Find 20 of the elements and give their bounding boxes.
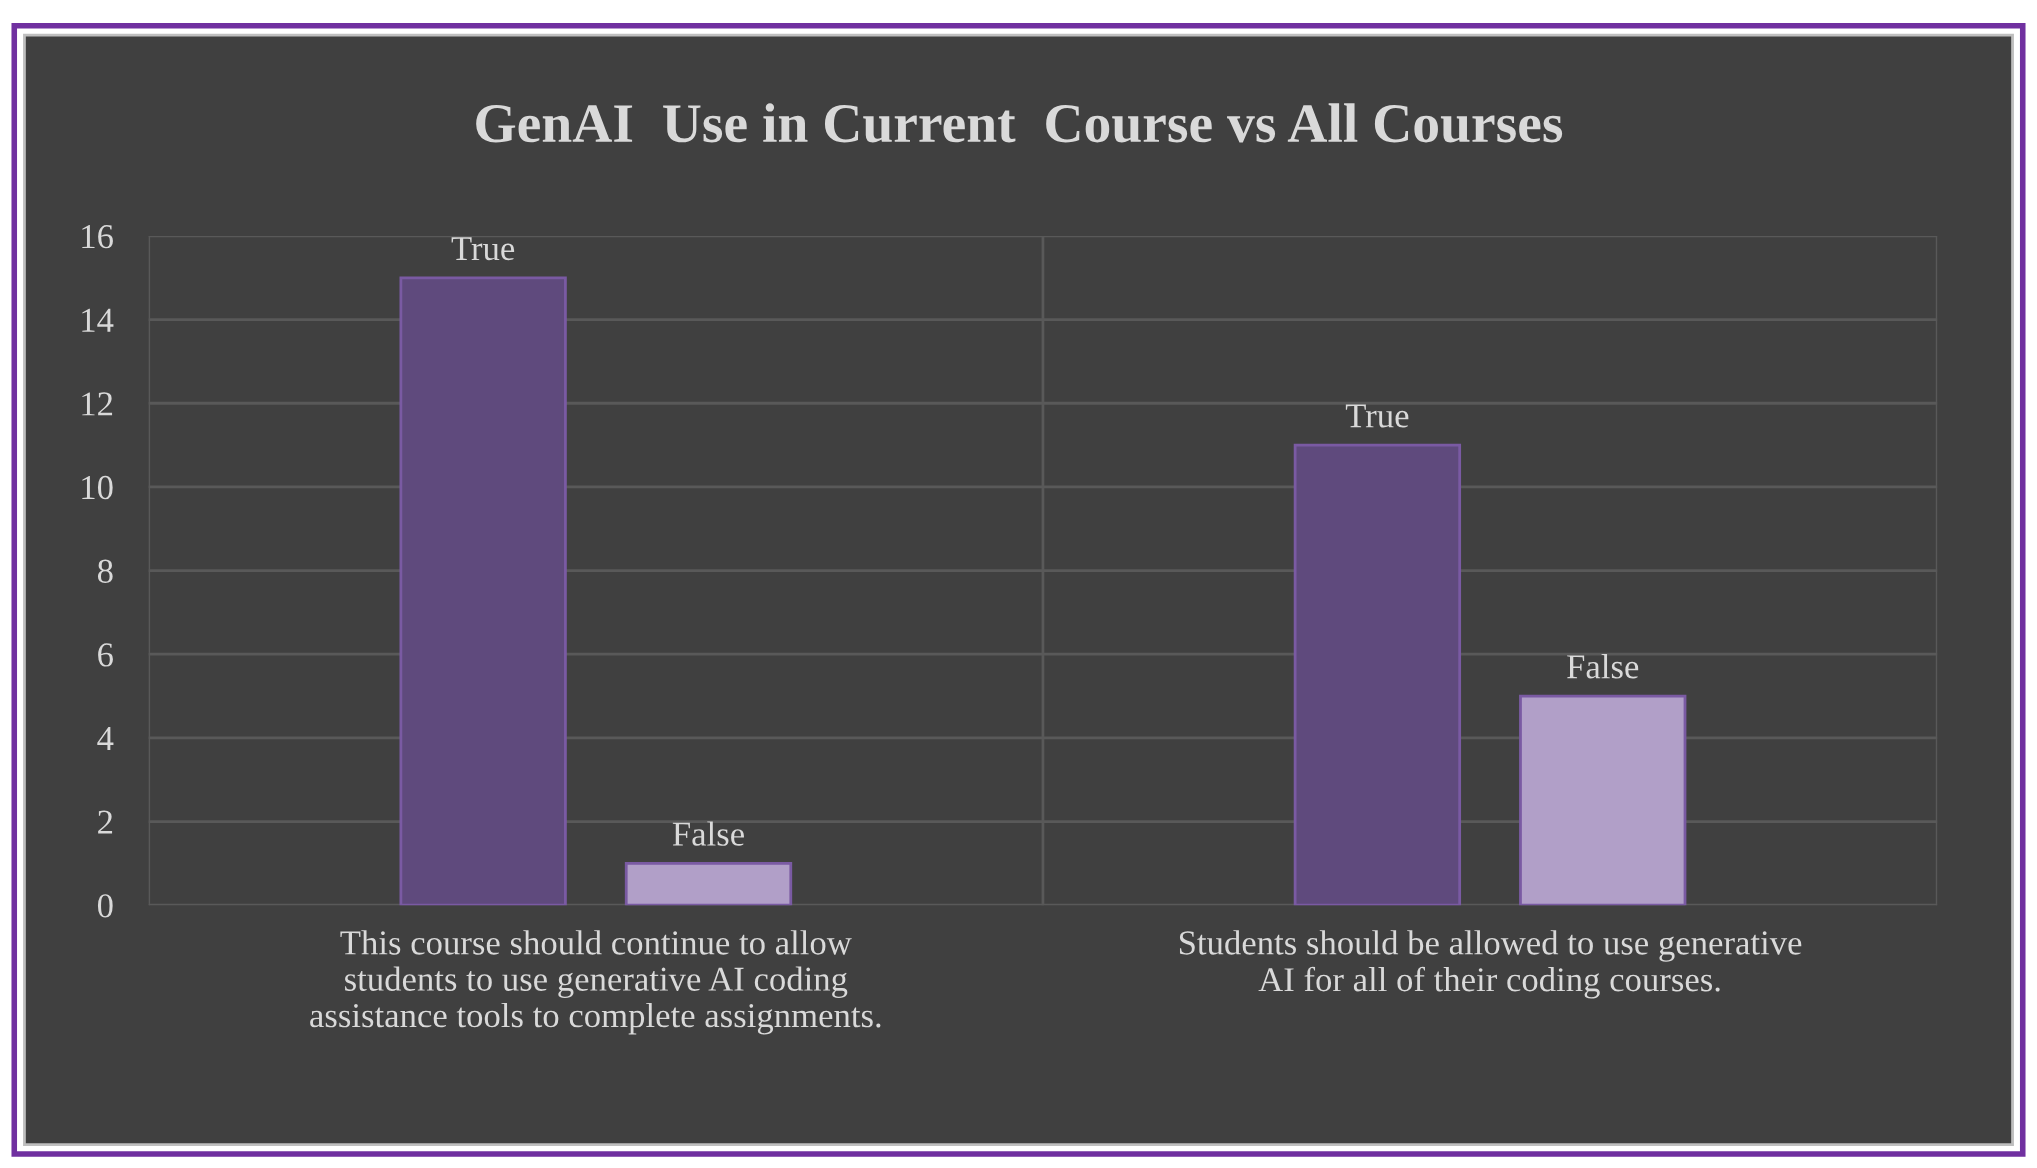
series-label: True bbox=[451, 237, 515, 261]
y-tick-label: 4 bbox=[97, 727, 114, 750]
text: True bbox=[1345, 404, 1409, 428]
y-tick-label: 12 bbox=[82, 392, 113, 416]
y-tick-label: 6 bbox=[98, 643, 113, 667]
y-tick-label: 2 bbox=[98, 810, 113, 834]
y-tick-label: 0 bbox=[97, 894, 113, 918]
y-tick-label: 8 bbox=[97, 559, 113, 583]
bar bbox=[1519, 694, 1687, 906]
y-tick-label: 14 bbox=[82, 308, 114, 332]
y-tick-label: 10 bbox=[82, 475, 113, 500]
y-tick-label: 16 bbox=[82, 224, 113, 249]
bar bbox=[1293, 443, 1462, 906]
series-label: False bbox=[672, 821, 744, 846]
chart-title: GenAI Use in Current Course vs All Courses bbox=[476, 103, 1563, 143]
bar bbox=[624, 861, 793, 906]
bar bbox=[399, 276, 567, 906]
x-tick-label: This course should continue to allow students to use generative AI coding assistance tools to complete assignments. bbox=[310, 930, 881, 1035]
x-tick-label: Students should be allowed to use generative AI for all of their coding courses. bbox=[1179, 930, 1802, 999]
text: False bbox=[1567, 654, 1639, 679]
